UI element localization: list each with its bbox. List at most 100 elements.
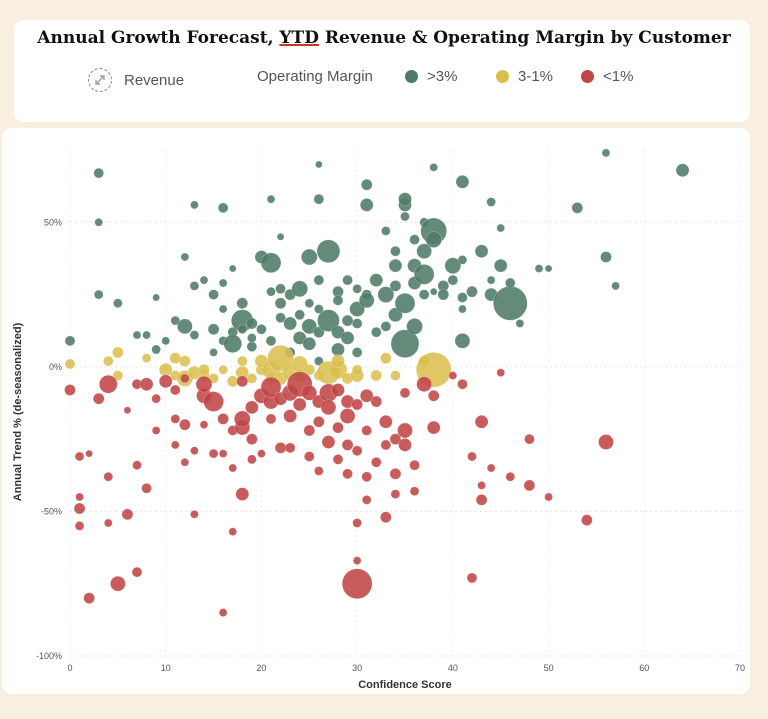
legend-entry-high[interactable]: >3% <box>405 68 457 85</box>
data-point[interactable] <box>246 317 258 330</box>
data-point[interactable] <box>93 289 104 300</box>
data-point[interactable] <box>314 356 324 366</box>
data-point[interactable] <box>113 298 123 309</box>
data-point[interactable] <box>377 286 395 303</box>
data-point[interactable] <box>313 326 325 338</box>
data-point[interactable] <box>523 479 536 492</box>
data-point[interactable] <box>203 391 224 412</box>
data-point[interactable] <box>466 572 478 584</box>
data-point[interactable] <box>331 383 345 397</box>
data-point[interactable] <box>235 487 250 501</box>
data-point[interactable] <box>352 283 362 294</box>
data-point[interactable] <box>611 281 620 291</box>
data-point[interactable] <box>409 234 420 245</box>
data-point[interactable] <box>370 456 382 468</box>
data-point[interactable] <box>208 289 219 300</box>
data-point[interactable] <box>524 433 535 445</box>
data-point[interactable] <box>274 297 287 310</box>
data-point[interactable] <box>457 255 468 265</box>
data-point[interactable] <box>486 463 496 473</box>
data-point[interactable] <box>103 471 114 482</box>
data-point[interactable] <box>349 301 365 317</box>
data-point[interactable] <box>169 384 181 396</box>
data-point[interactable] <box>199 275 209 285</box>
data-point[interactable] <box>598 434 614 450</box>
data-point[interactable] <box>339 408 356 424</box>
data-point[interactable] <box>85 449 93 458</box>
data-point[interactable] <box>544 264 553 273</box>
data-point[interactable] <box>351 445 363 457</box>
data-point[interactable] <box>266 194 276 204</box>
data-point[interactable] <box>218 278 228 288</box>
data-point[interactable] <box>429 163 439 172</box>
data-point[interactable] <box>389 468 402 480</box>
data-point[interactable] <box>342 468 353 480</box>
data-point[interactable] <box>265 335 277 347</box>
data-point[interactable] <box>361 425 373 436</box>
data-point[interactable] <box>199 420 209 429</box>
data-point[interactable] <box>380 439 392 451</box>
data-point[interactable] <box>331 325 345 339</box>
data-point[interactable] <box>321 435 336 449</box>
data-point[interactable] <box>581 514 593 526</box>
data-point[interactable] <box>303 424 316 437</box>
data-point[interactable] <box>247 333 257 343</box>
data-point[interactable] <box>331 354 345 368</box>
data-point[interactable] <box>276 232 285 241</box>
data-point[interactable] <box>177 318 193 335</box>
data-point[interactable] <box>260 252 282 274</box>
data-point[interactable] <box>64 358 76 370</box>
data-point[interactable] <box>444 257 462 274</box>
data-point[interactable] <box>256 323 267 335</box>
data-point[interactable] <box>304 298 315 309</box>
data-point[interactable] <box>121 508 134 521</box>
data-point[interactable] <box>406 318 423 335</box>
data-point[interactable] <box>236 355 248 367</box>
data-point[interactable] <box>189 281 200 291</box>
data-point[interactable] <box>179 418 191 431</box>
data-point[interactable] <box>486 197 496 207</box>
data-point[interactable] <box>418 289 430 300</box>
data-point[interactable] <box>74 451 85 462</box>
data-point[interactable] <box>369 273 384 287</box>
data-point[interactable] <box>425 231 443 248</box>
data-point[interactable] <box>228 527 238 536</box>
data-point[interactable] <box>83 592 95 604</box>
data-point[interactable] <box>390 245 401 257</box>
data-point[interactable] <box>315 160 323 169</box>
data-point[interactable] <box>351 364 363 376</box>
data-point[interactable] <box>380 352 392 364</box>
data-point[interactable] <box>267 344 294 372</box>
data-point[interactable] <box>313 193 325 205</box>
data-point[interactable] <box>388 307 403 323</box>
data-point[interactable] <box>179 355 191 367</box>
data-point[interactable] <box>320 399 337 416</box>
data-point[interactable] <box>416 376 432 393</box>
data-point[interactable] <box>208 448 219 459</box>
data-point[interactable] <box>94 217 104 227</box>
data-point[interactable] <box>283 316 297 331</box>
data-point[interactable] <box>301 318 318 335</box>
data-point[interactable] <box>218 304 228 314</box>
data-point[interactable] <box>515 319 525 328</box>
data-point[interactable] <box>209 348 218 357</box>
data-point[interactable] <box>370 369 383 382</box>
data-point[interactable] <box>448 371 458 380</box>
data-point[interactable] <box>228 264 237 273</box>
data-point[interactable] <box>477 481 486 490</box>
data-point[interactable] <box>198 363 210 376</box>
data-point[interactable] <box>180 252 190 262</box>
data-point[interactable] <box>292 397 307 412</box>
data-point[interactable] <box>496 223 506 233</box>
data-point[interactable] <box>409 486 420 496</box>
data-point[interactable] <box>426 420 441 435</box>
data-point[interactable] <box>314 466 324 476</box>
data-point[interactable] <box>394 292 416 314</box>
data-point[interactable] <box>123 406 132 415</box>
data-point[interactable] <box>390 329 420 359</box>
data-point[interactable] <box>189 330 200 340</box>
data-point[interactable] <box>161 336 171 346</box>
data-point[interactable] <box>74 521 85 531</box>
data-point[interactable] <box>486 275 496 285</box>
data-point[interactable] <box>457 378 468 390</box>
